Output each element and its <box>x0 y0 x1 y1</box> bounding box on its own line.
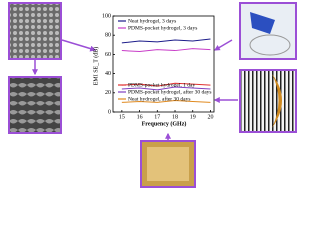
series-line <box>121 38 211 44</box>
series-line <box>121 99 211 103</box>
glove <box>250 12 275 34</box>
sem-photo-bottom <box>8 76 62 134</box>
legend-label: PDMS-pocket hydrogel, 1 day <box>128 82 195 88</box>
legend-label: Neat hydrogel, 3 days <box>128 18 176 24</box>
barcode-photo <box>239 69 297 133</box>
plot-frame <box>112 15 215 113</box>
chart: Frequency (GHz) EMI SE_T (dB) 0 20 40 60 80 1… <box>92 13 215 127</box>
y-tick-label: 40 <box>105 71 111 77</box>
legend-label: PDMS-pocket hydrogel, 3 days <box>128 25 197 31</box>
x-tick-label: 15 <box>119 114 125 120</box>
arrow <box>61 39 97 52</box>
sem-photo-top <box>8 2 62 60</box>
y-tick-label: 20 <box>105 90 111 96</box>
x-tick-label: 18 <box>172 114 178 120</box>
series-line <box>121 86 211 91</box>
x-tick-label: 16 <box>137 114 143 120</box>
y-tick-label: 100 <box>102 13 111 19</box>
x-tick-label: 17 <box>154 114 160 120</box>
sample <box>147 147 189 181</box>
y-axis-label: EMI SE_T (dB) <box>92 47 99 86</box>
graphical-abstract: Frequency (GHz) EMI SE_T (dB) 0 20 40 60 80 1… <box>8 2 297 188</box>
legend-label: Neat hydrogel, after 30 days <box>128 95 190 102</box>
sample <box>272 74 282 128</box>
x-tick-label: 20 <box>207 114 213 120</box>
y-tick-label: 60 <box>105 52 111 58</box>
x-axis-label: Frequency (GHz) <box>142 120 187 127</box>
legend-label: PDMS-pocket hydrogel, after 30 days <box>128 88 212 95</box>
series-line <box>121 48 211 53</box>
arrow <box>213 39 233 51</box>
y-tick-label: 80 <box>105 33 111 39</box>
series-line <box>121 82 211 87</box>
y-tick-label: 0 <box>108 109 111 115</box>
x-tick-label: 19 <box>190 114 196 120</box>
sample <box>249 34 291 56</box>
